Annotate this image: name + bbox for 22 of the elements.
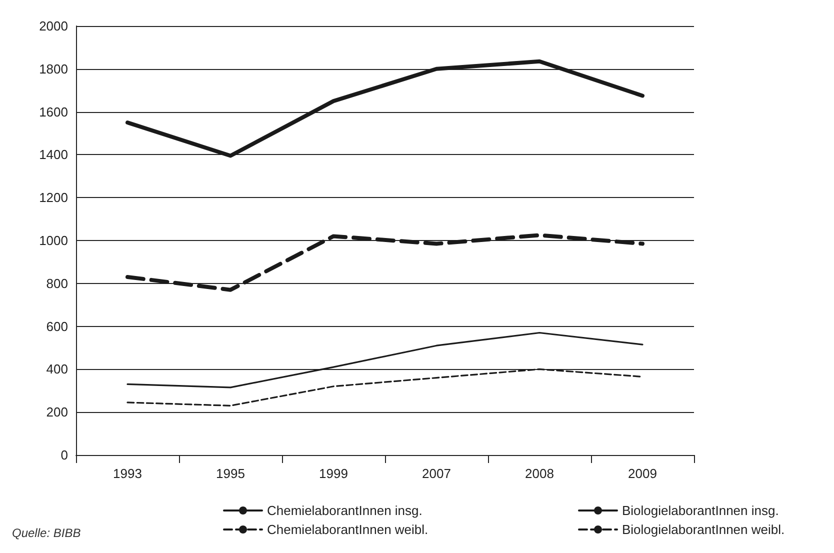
y-tick-label: 800 bbox=[46, 276, 68, 291]
x-tick-label: 1995 bbox=[216, 466, 245, 481]
y-tick-label: 0 bbox=[60, 448, 68, 462]
x-tick-label: 1993 bbox=[113, 466, 142, 481]
legend-label: BiologielaborantInnen weibl. bbox=[622, 522, 785, 537]
y-tick-label: 1800 bbox=[39, 61, 68, 76]
legend-label: ChemielaborantInnen weibl. bbox=[267, 522, 428, 537]
y-tick-label: 600 bbox=[46, 318, 68, 334]
y-tick-label: 1400 bbox=[39, 147, 68, 162]
y-tick-label: 200 bbox=[46, 404, 68, 420]
y-tick-label: 1000 bbox=[39, 233, 68, 248]
legend-label: BiologielaborantInnen insg. bbox=[622, 503, 779, 518]
x-tick-label: 2008 bbox=[525, 466, 554, 481]
x-tick-label: 2009 bbox=[628, 466, 657, 481]
y-tick-label: 1200 bbox=[39, 190, 68, 206]
x-tick-label: 2007 bbox=[422, 466, 451, 481]
y-tick-label: 1600 bbox=[39, 104, 68, 120]
y-tick-label: 2000 bbox=[39, 18, 68, 34]
source-note: Quelle: BIBB bbox=[12, 526, 81, 540]
x-tick-label: 1999 bbox=[319, 466, 348, 481]
y-tick-label: 400 bbox=[46, 362, 68, 377]
legend-label: ChemielaborantInnen insg. bbox=[267, 503, 422, 518]
